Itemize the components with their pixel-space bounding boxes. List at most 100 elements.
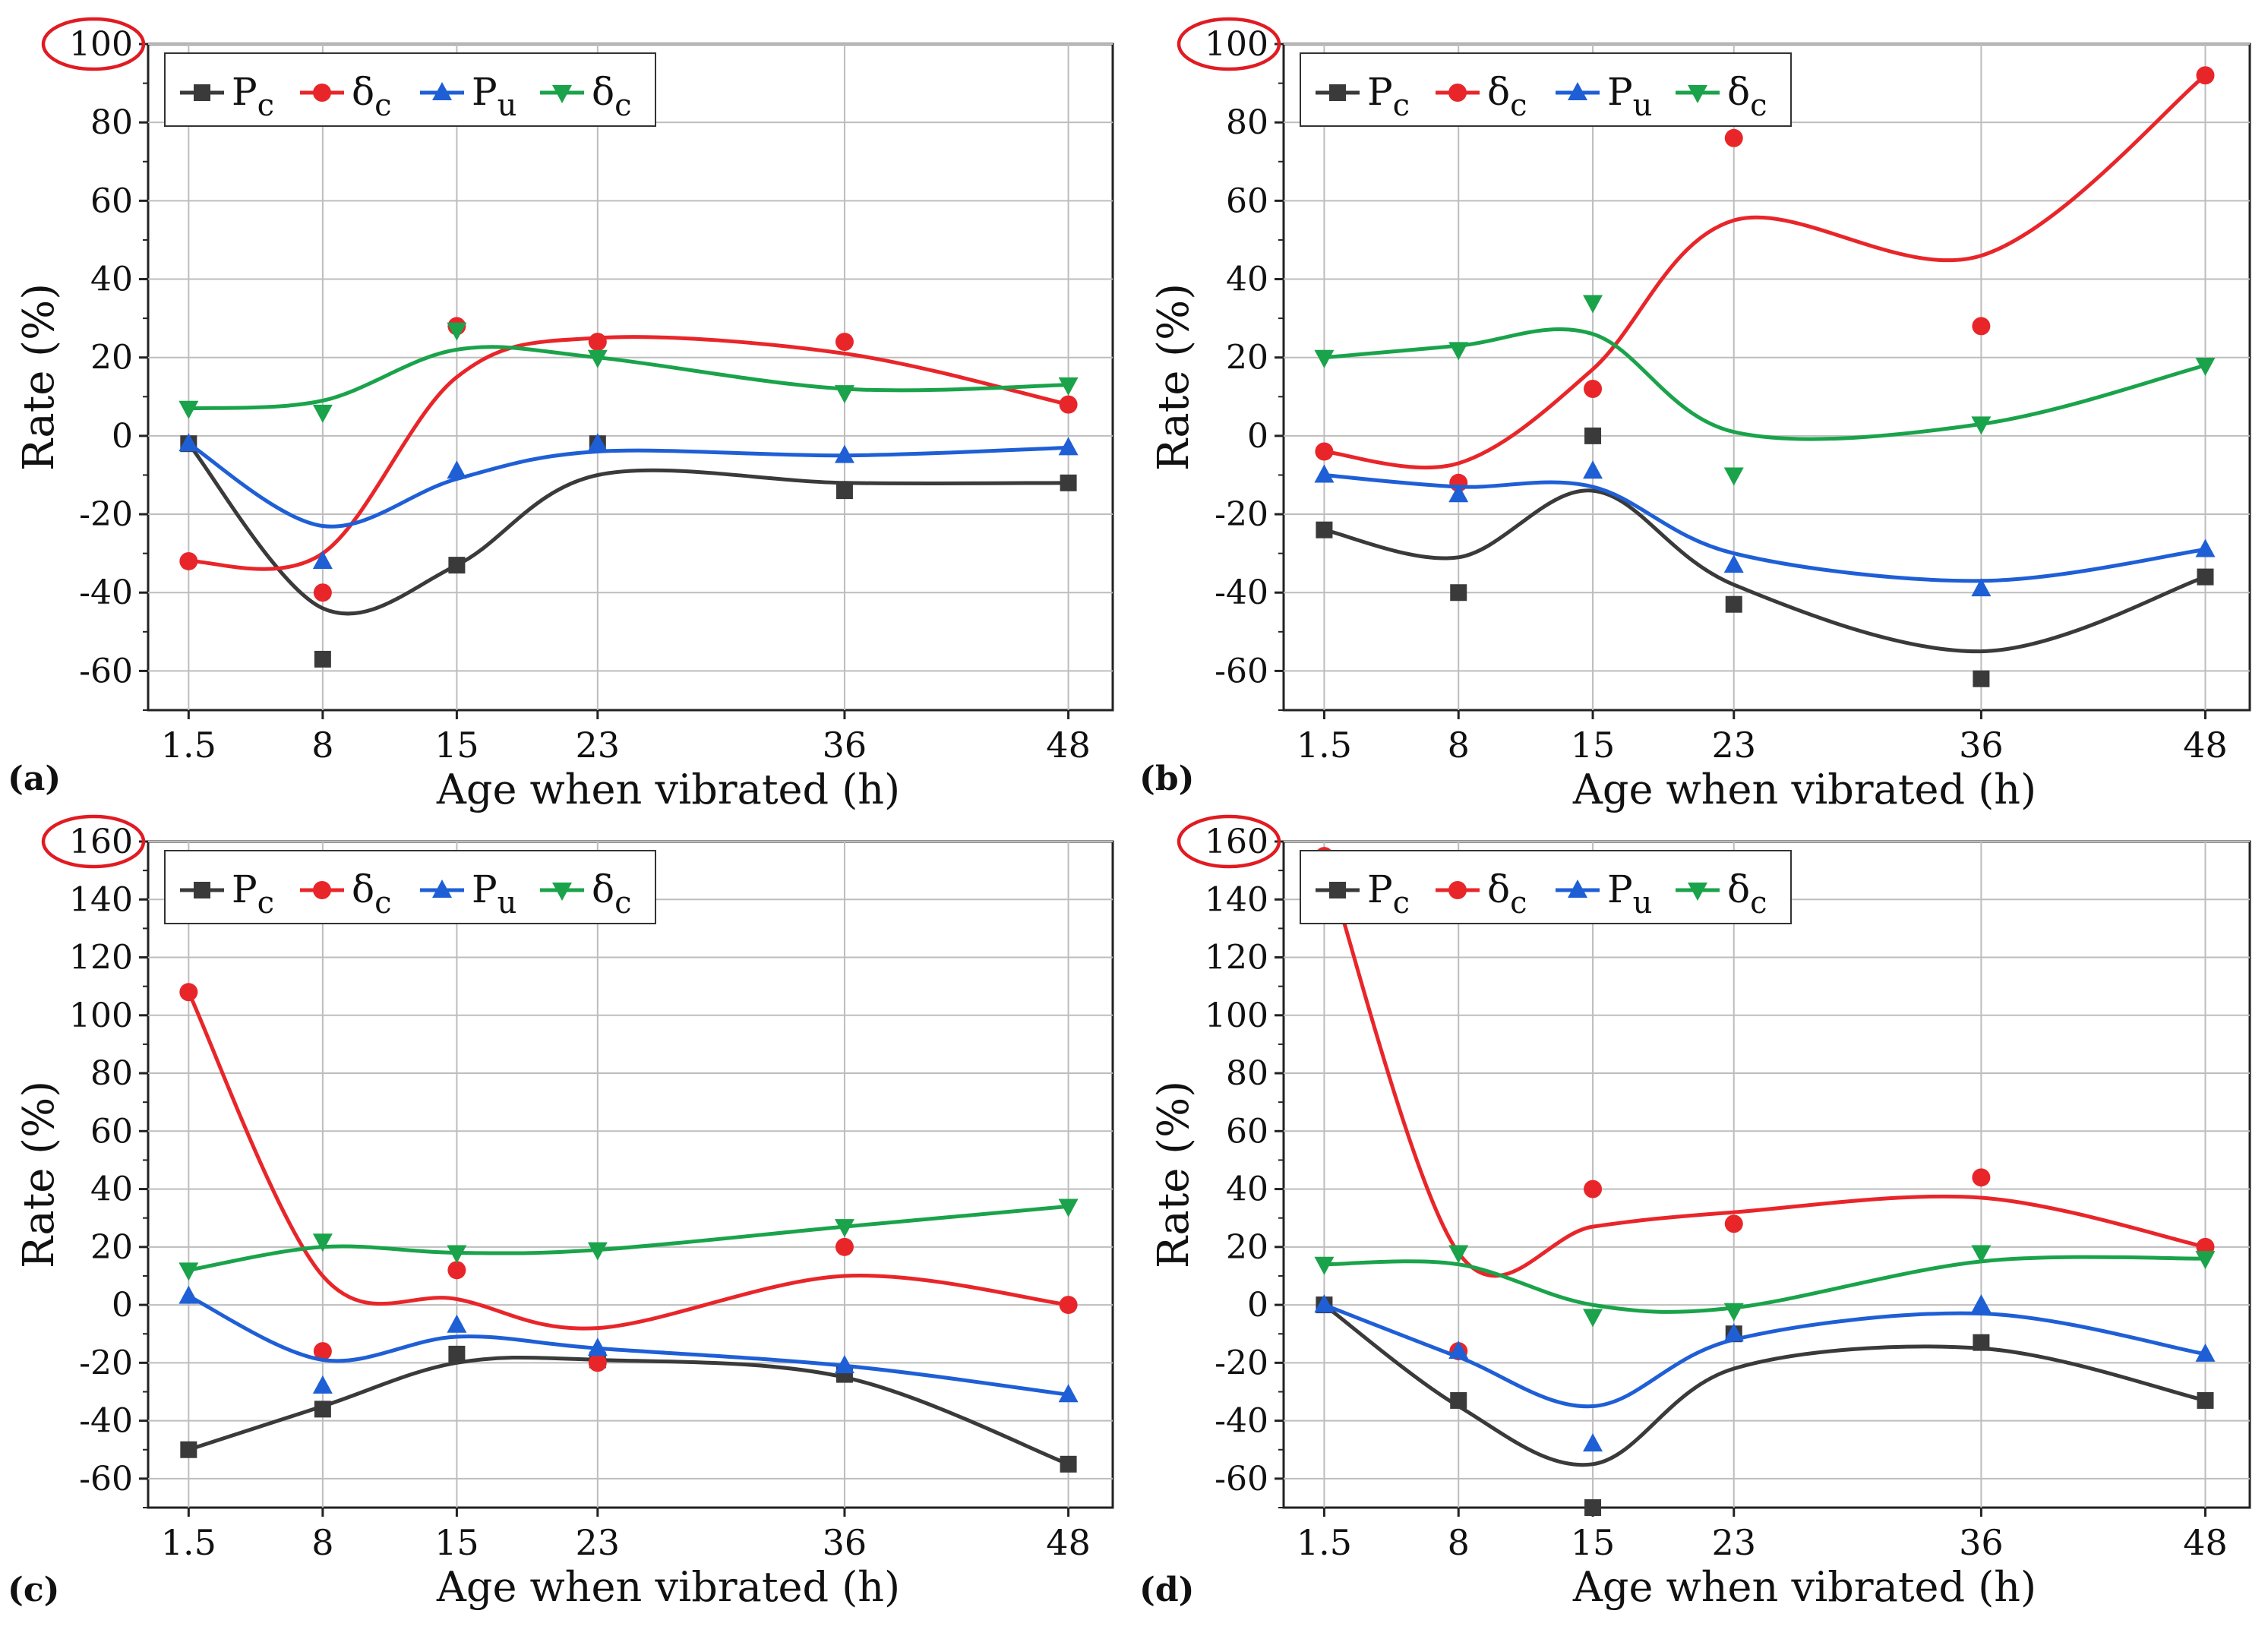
y-tick-label: 80 [1226, 103, 1268, 142]
x-axis-title: Age when vibrated (h) [436, 766, 900, 813]
data-point [312, 1233, 333, 1252]
series-2 [1314, 460, 2216, 597]
data-point [1583, 1433, 1603, 1452]
legend-marker [1688, 883, 1707, 901]
series-curve [188, 1294, 1069, 1397]
data-point [1058, 1384, 1079, 1403]
highlight-oval [41, 17, 146, 71]
data-point [835, 482, 853, 500]
series-curve [187, 991, 1069, 1331]
legend-subscript: u [498, 886, 517, 921]
data-point [834, 1355, 854, 1374]
legend-subscript: c [1393, 886, 1410, 921]
data-point [1060, 474, 1077, 491]
chart-panel-0: -60 -40 -20 0 20 40 60 80 100 1.5 8 15 23 36 48 Age whe… [8, 17, 1114, 813]
y-tick-label: 40 [90, 1170, 133, 1209]
data-point [1314, 1294, 1335, 1313]
x-tick-label: 15 [434, 725, 479, 766]
data-point [1315, 442, 1334, 461]
legend-subscript: c [1750, 88, 1767, 123]
legend-box [164, 52, 656, 127]
data-point [588, 333, 607, 352]
panel-label: (c) [8, 1571, 59, 1609]
data-point [1971, 416, 1992, 435]
y-tick-label: -60 [1215, 1460, 1268, 1498]
y-tick-label: 40 [90, 261, 133, 299]
plot-frame [147, 43, 1114, 712]
data-point [1059, 1296, 1078, 1315]
y-tick-label: -60 [79, 652, 133, 690]
series-curve [187, 442, 1069, 529]
data-point [2195, 1343, 2216, 1362]
data-point [448, 1345, 466, 1363]
y-tick-label: 80 [1226, 1054, 1268, 1093]
y-tick-label: -20 [1215, 1344, 1268, 1382]
series-1 [179, 983, 1078, 1372]
x-tick-label: 23 [1711, 1522, 1756, 1563]
legend-subscript: c [374, 886, 391, 921]
series-curve [1322, 855, 2206, 1278]
legend-subscript: c [374, 88, 391, 123]
data-point [1448, 484, 1469, 503]
legend-marker [194, 882, 210, 898]
x-tick-label: 1.5 [161, 1522, 216, 1563]
data-point [2197, 1391, 2214, 1409]
data-point [1583, 295, 1603, 314]
x-tick-label: 36 [1959, 725, 2004, 766]
data-point [587, 433, 608, 452]
plot-frame [1282, 840, 2251, 1509]
y-tick-label: -40 [79, 1402, 133, 1441]
x-tick-label: 36 [823, 1522, 867, 1563]
y-tick-label: -40 [1215, 573, 1268, 612]
data-point [1724, 1214, 1743, 1233]
legend-subscript: c [614, 88, 631, 123]
legend-marker [1448, 881, 1467, 899]
data-point [448, 557, 466, 574]
x-tick-label: 48 [2183, 725, 2228, 766]
x-axis-title: Age when vibrated (h) [1572, 766, 2036, 813]
y-tick-label: 0 [1247, 1286, 1268, 1325]
highlight-oval [41, 814, 146, 869]
data-point [2195, 1251, 2216, 1270]
legend-marker [432, 82, 452, 100]
data-point [588, 1353, 607, 1372]
data-point [2195, 538, 2216, 557]
x-axis-title: Age when vibrated (h) [1572, 1563, 2036, 1611]
legend-box [1300, 52, 1792, 127]
data-point [1058, 437, 1079, 456]
data-point [447, 1314, 467, 1333]
y-tick-label: 20 [90, 339, 133, 377]
legend-marker [552, 85, 572, 103]
data-point [447, 1245, 467, 1264]
y-tick-label: -20 [79, 1344, 133, 1382]
y-tick-label: -40 [79, 573, 133, 612]
legend-marker [1329, 882, 1346, 898]
x-tick-label: 23 [576, 1522, 621, 1563]
y-tick-label: 40 [1226, 261, 1268, 299]
data-point [312, 404, 333, 423]
data-point [1448, 1341, 1469, 1360]
y-tick-label: 0 [1247, 417, 1268, 456]
x-tick-label: 8 [311, 1522, 333, 1563]
legend-marker [194, 84, 210, 101]
legend-subscript: c [1510, 886, 1527, 921]
legend-marker [1329, 84, 1346, 101]
y-tick-label: 0 [112, 1286, 133, 1325]
data-point [1584, 1180, 1603, 1198]
data-point [314, 650, 331, 668]
data-point [587, 1337, 608, 1356]
data-point [834, 444, 854, 463]
data-point [1724, 128, 1743, 147]
y-axis-title: Rate (%) [14, 283, 64, 471]
data-point [1448, 1245, 1469, 1264]
plot-frame [147, 840, 1114, 1509]
chart-panel-1: -60 -40 -20 0 20 40 60 80 100 1.5 8 15 23 36 48 Age whe… [1139, 17, 2251, 813]
data-point [178, 1262, 199, 1281]
series-curve [188, 345, 1069, 411]
y-tick-label: 80 [90, 1054, 133, 1093]
data-point [1971, 1245, 1992, 1264]
series-curve [187, 442, 1069, 616]
legend-marker [1568, 880, 1587, 898]
y-tick-label: 60 [1226, 182, 1268, 220]
x-tick-label: 1.5 [161, 725, 216, 766]
